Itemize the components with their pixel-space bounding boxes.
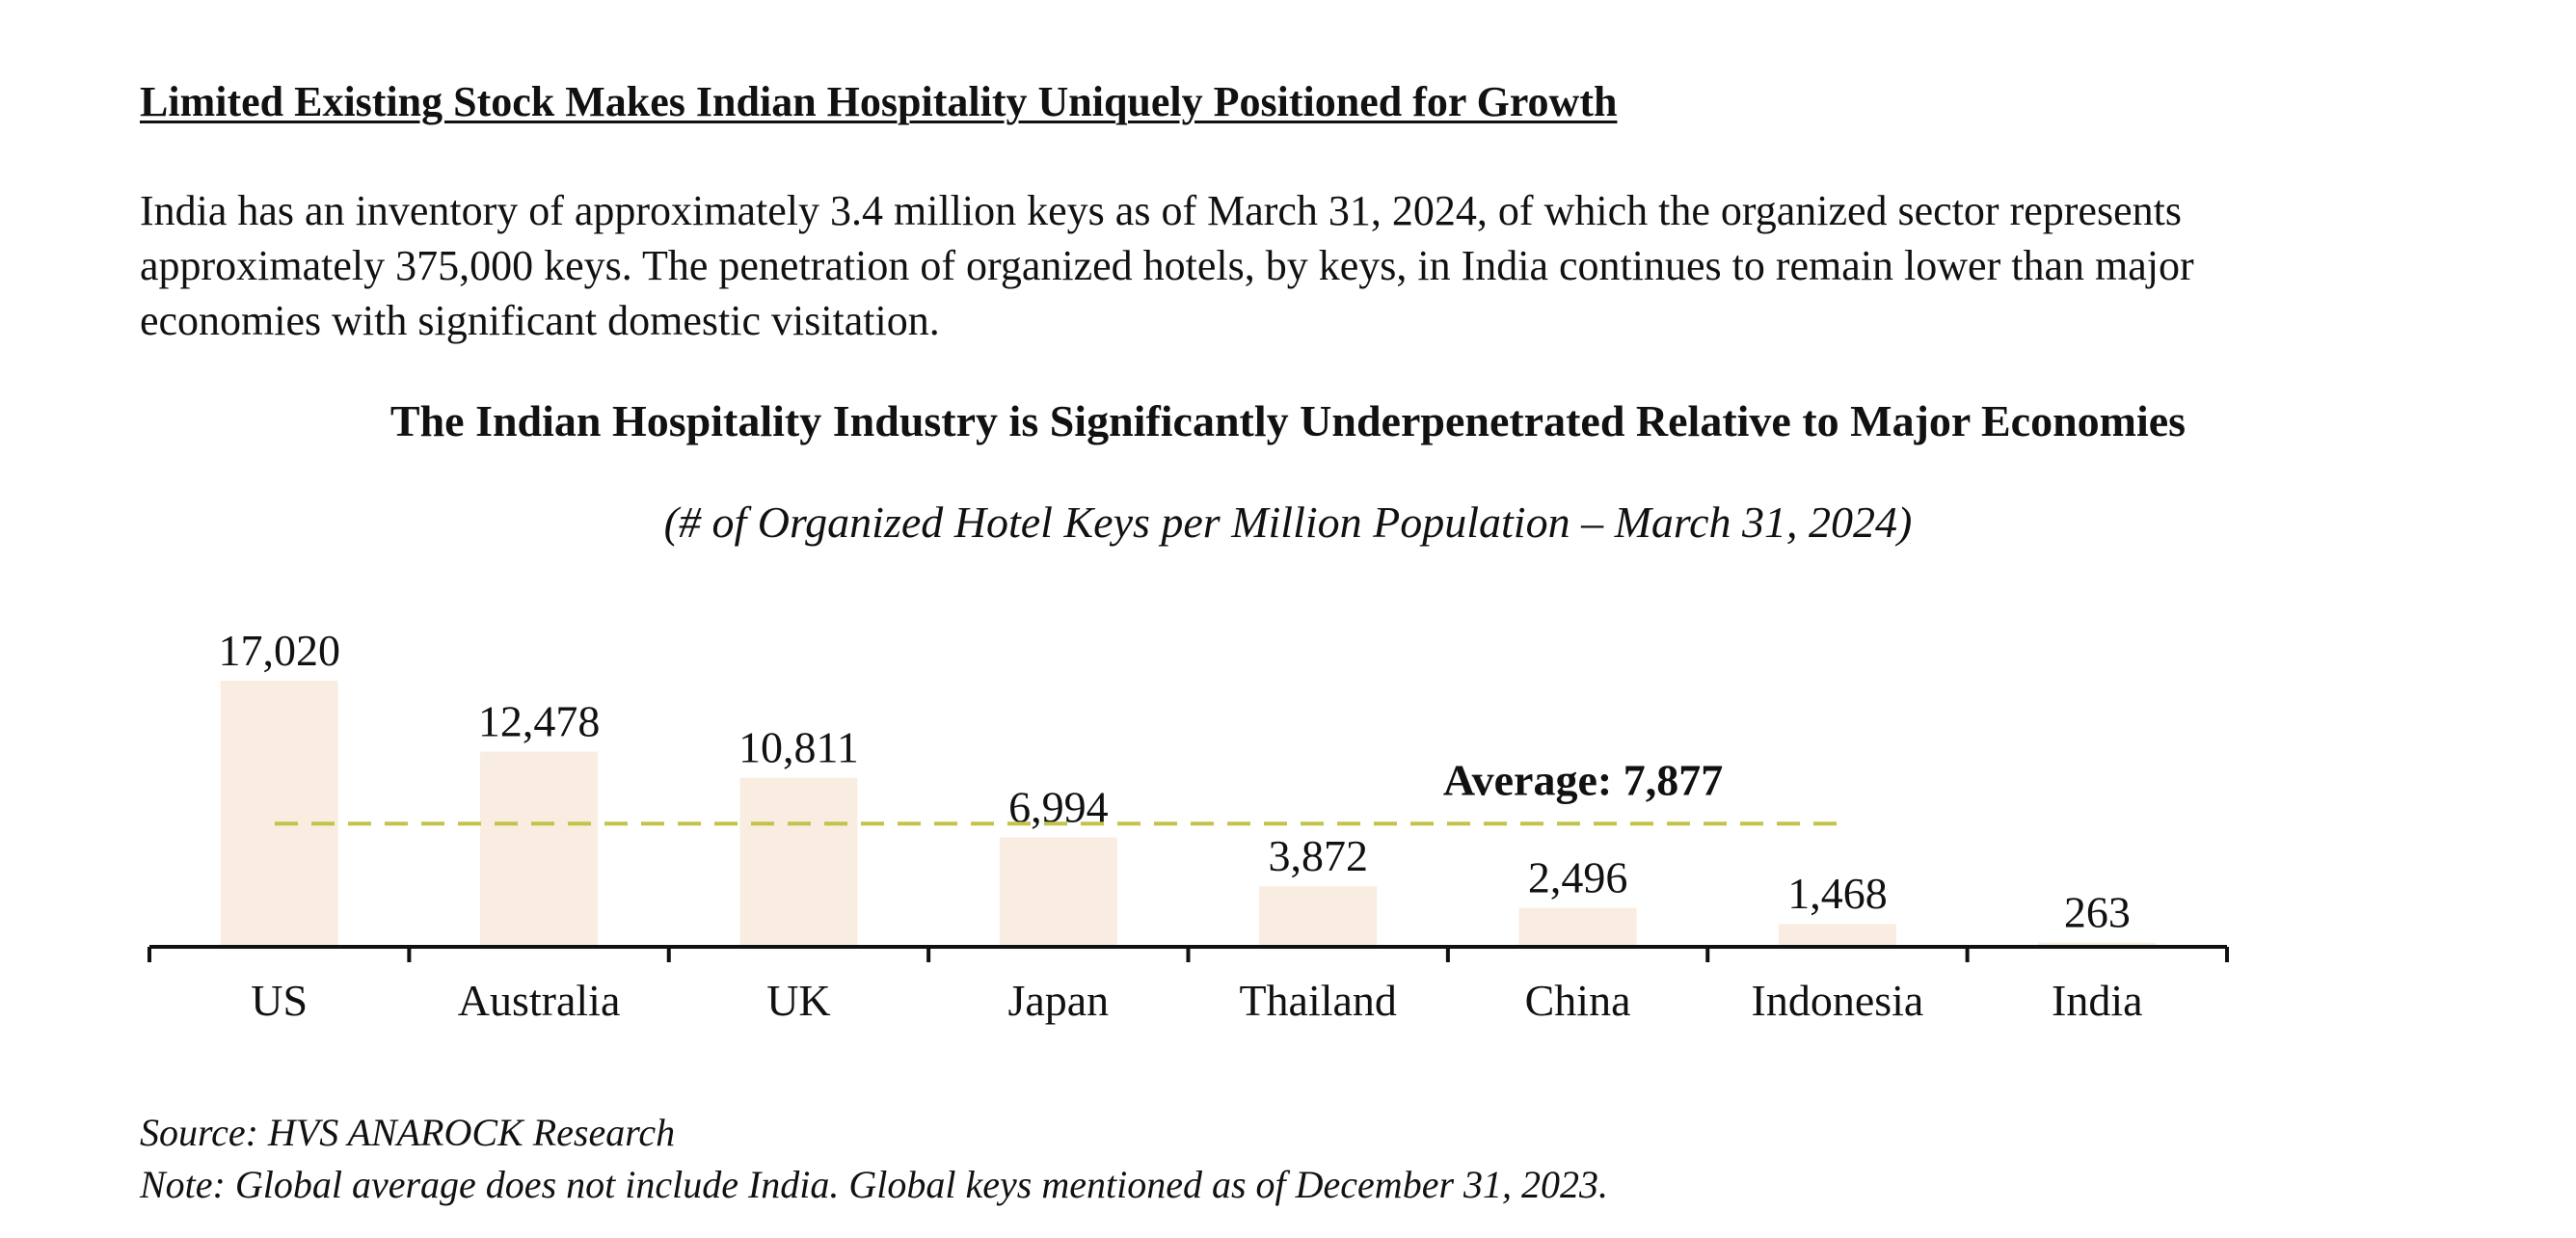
data-label: 10,811 <box>738 723 859 772</box>
bar-china <box>1518 907 1637 947</box>
bar-us <box>220 681 338 947</box>
bar-indonesia <box>1778 924 1896 947</box>
category-label: Indonesia <box>1752 976 1924 1025</box>
section-heading: Limited Existing Stock Makes Indian Hosp… <box>140 78 1618 125</box>
category-label: US <box>251 976 308 1025</box>
data-label: 12,478 <box>478 697 601 746</box>
category-label: China <box>1525 976 1631 1025</box>
category-label: Thailand <box>1239 976 1397 1025</box>
data-label: 3,872 <box>1268 831 1368 880</box>
note-text: Note: Global average does not include In… <box>140 1163 1609 1206</box>
bar-japan <box>999 837 1117 947</box>
data-label: 17,020 <box>218 626 340 675</box>
source-text: Source: HVS ANAROCK Research <box>140 1111 676 1154</box>
category-label: Japan <box>1007 976 1109 1025</box>
bar-thailand <box>1259 886 1378 947</box>
bar-uk <box>739 777 858 947</box>
bar-australia <box>480 751 599 947</box>
chart-subtitle: (# of Organized Hotel Keys per Million P… <box>663 498 1913 547</box>
bar-india <box>2038 942 2157 947</box>
average-label: Average: 7,877 <box>1443 755 1723 804</box>
chart-footer: Source: HVS ANAROCK Research Note: Globa… <box>140 1107 1608 1211</box>
category-label: UK <box>766 976 830 1025</box>
category-label: India <box>2052 976 2143 1025</box>
category-label: Australia <box>458 976 621 1025</box>
intro-paragraph: India has an inventory of approximately … <box>140 187 2194 344</box>
chart-title: The Indian Hospitality Industry is Signi… <box>389 396 2187 445</box>
data-label: 1,468 <box>1787 869 1888 918</box>
data-label: 2,496 <box>1528 853 1628 902</box>
data-label: 263 <box>2064 888 2131 937</box>
